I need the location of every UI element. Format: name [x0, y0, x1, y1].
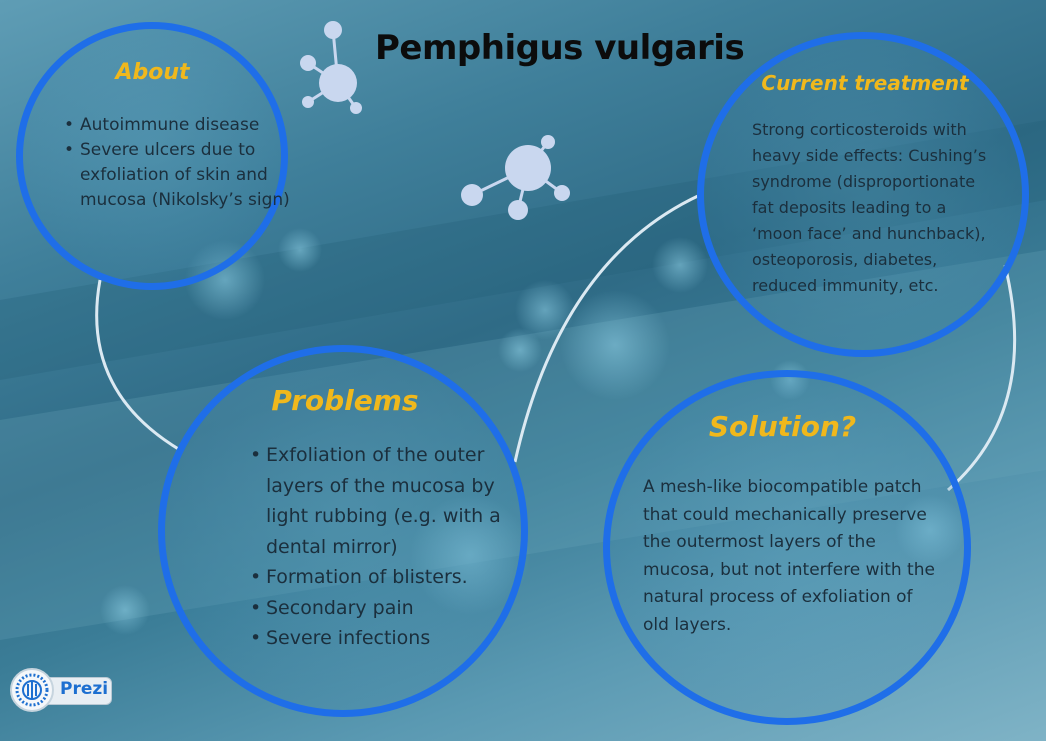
treatment-heading: Current treatment: [761, 71, 969, 95]
solution-circle: [603, 370, 971, 725]
page-title: Pemphigus vulgaris: [375, 28, 745, 68]
problems-heading: Problems: [271, 384, 419, 417]
problems-list: Exfoliation of the outer layers of the m…: [250, 440, 508, 654]
about-heading: About: [115, 60, 190, 85]
problems-point: Formation of blisters.: [250, 562, 508, 593]
problems-point: Exfoliation of the outer layers of the m…: [250, 440, 508, 562]
prezi-logo-label: Prezi: [60, 679, 109, 699]
molecule-icon: [461, 135, 570, 220]
problems-point: Secondary pain: [250, 593, 508, 624]
connector-arc-right: [947, 264, 1017, 492]
about-point: Severe ulcers due to exfoliation of skin…: [64, 138, 295, 213]
solution-text: A mesh-like biocompatible patch that cou…: [643, 477, 935, 635]
about-point: Autoimmune disease: [64, 113, 295, 138]
prezi-logo-icon: [10, 668, 54, 712]
treatment-circle: [697, 32, 1029, 357]
prezi-logo[interactable]: Prezi: [10, 668, 112, 712]
about-list: Autoimmune disease Severe ulcers due to …: [64, 113, 295, 213]
problems-point: Severe infections: [250, 623, 508, 654]
treatment-text: Strong corticosteroids with heavy side e…: [752, 120, 987, 295]
solution-heading: Solution?: [708, 410, 857, 443]
connector-arc-middle: [513, 193, 701, 463]
connector-arc-left: [95, 279, 181, 452]
molecule-icon: [300, 21, 362, 114]
